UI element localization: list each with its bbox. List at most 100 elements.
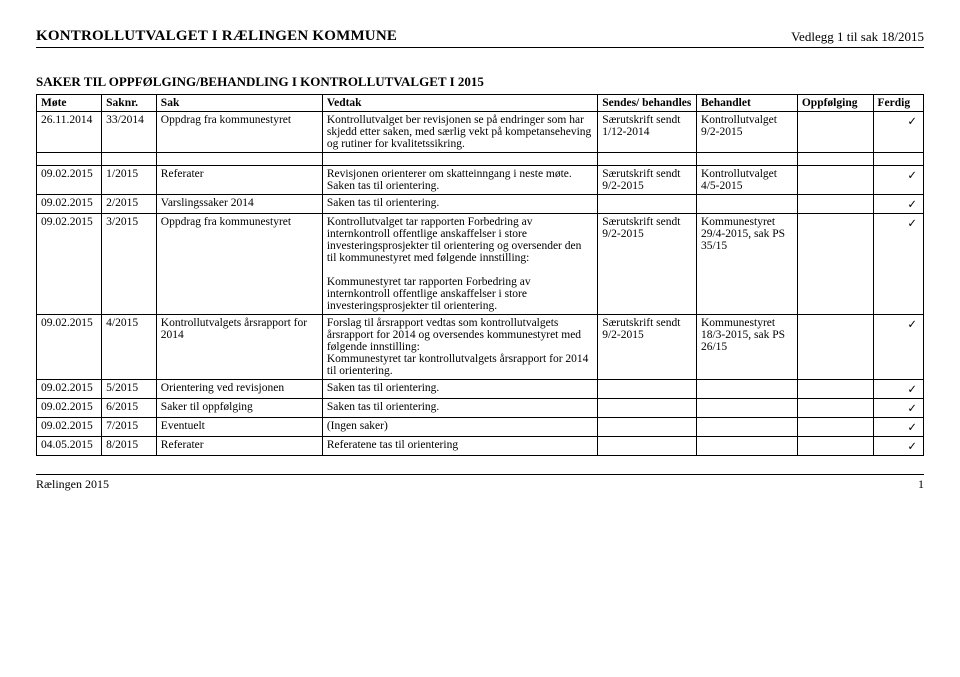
cell-ferdig: ✓: [873, 112, 923, 153]
cell-mote: 09.02.2015: [37, 399, 102, 418]
cell-vedtak: Referatene tas til orientering: [322, 437, 597, 456]
cell-saknr: 1/2015: [102, 166, 157, 195]
document-page: KONTROLLUTVALGET I RÆLINGEN KOMMUNE Vedl…: [0, 0, 960, 512]
cell-behandlet: [696, 399, 797, 418]
cell-behandlet: Kommunestyret 29/4-2015, sak PS 35/15: [696, 214, 797, 315]
col-ferdig: Ferdig: [873, 95, 923, 112]
col-oppfolging: Oppfølging: [797, 95, 873, 112]
cell-vedtak: (Ingen saker): [322, 418, 597, 437]
spacer-cell: [322, 153, 597, 166]
cell-saknr: 33/2014: [102, 112, 157, 153]
cell-mote: 09.02.2015: [37, 166, 102, 195]
table-row: 04.05.20158/2015ReferaterReferatene tas …: [37, 437, 924, 456]
table-row: [37, 153, 924, 166]
table-body: 26.11.201433/2014Oppdrag fra kommunestyr…: [37, 112, 924, 456]
col-vedtak: Vedtak: [322, 95, 597, 112]
cell-saknr: 8/2015: [102, 437, 157, 456]
cell-sak: Oppdrag fra kommunestyret: [156, 214, 322, 315]
cell-ferdig: ✓: [873, 418, 923, 437]
footer-left: Rælingen 2015: [36, 477, 109, 492]
cell-saknr: 7/2015: [102, 418, 157, 437]
cell-mote: 04.05.2015: [37, 437, 102, 456]
table-row: 09.02.20153/2015Oppdrag fra kommunestyre…: [37, 214, 924, 315]
spacer-cell: [156, 153, 322, 166]
col-sak: Sak: [156, 95, 322, 112]
spacer-cell: [797, 153, 873, 166]
footer-right: 1: [918, 477, 924, 492]
cell-oppfolging: [797, 112, 873, 153]
header-title: KONTROLLUTVALGET I RÆLINGEN KOMMUNE: [36, 28, 397, 45]
cell-vedtak: Revisjonen orienterer om skatteinngang i…: [322, 166, 597, 195]
cell-vedtak: Saken tas til orientering.: [322, 380, 597, 399]
cell-behandlet: [696, 437, 797, 456]
cell-ferdig: ✓: [873, 380, 923, 399]
cell-vedtak: Saken tas til orientering.: [322, 399, 597, 418]
cell-vedtak: Forslag til årsrapport vedtas som kontro…: [322, 315, 597, 380]
spacer-cell: [598, 153, 697, 166]
cell-oppfolging: [797, 195, 873, 214]
spacer-cell: [102, 153, 157, 166]
cell-oppfolging: [797, 315, 873, 380]
cell-sak: Varslingssaker 2014: [156, 195, 322, 214]
cell-saknr: 6/2015: [102, 399, 157, 418]
cell-oppfolging: [797, 399, 873, 418]
cell-sendes: [598, 399, 697, 418]
cell-sak: Saker til oppfølging: [156, 399, 322, 418]
cell-oppfolging: [797, 214, 873, 315]
cell-behandlet: Kommunestyret 18/3-2015, sak PS 26/15: [696, 315, 797, 380]
cell-vedtak: Kontrollutvalget tar rapporten Forbedrin…: [322, 214, 597, 315]
table-row: 26.11.201433/2014Oppdrag fra kommunestyr…: [37, 112, 924, 153]
cell-mote: 09.02.2015: [37, 195, 102, 214]
spacer-cell: [696, 153, 797, 166]
cell-ferdig: ✓: [873, 214, 923, 315]
cell-vedtak: Kontrollutvalget ber revisjonen se på en…: [322, 112, 597, 153]
cell-sendes: Særutskrift sendt 9/2-2015: [598, 315, 697, 380]
table-row: 09.02.20154/2015Kontrollutvalgets årsrap…: [37, 315, 924, 380]
cell-mote: 09.02.2015: [37, 214, 102, 315]
cell-sak: Kontrollutvalgets årsrapport for 2014: [156, 315, 322, 380]
spacer-cell: [873, 153, 923, 166]
cell-sak: Eventuelt: [156, 418, 322, 437]
cell-saknr: 2/2015: [102, 195, 157, 214]
cell-mote: 09.02.2015: [37, 315, 102, 380]
table-header-row: Møte Saknr. Sak Vedtak Sendes/ behandles…: [37, 95, 924, 112]
page-footer: Rælingen 2015 1: [36, 474, 924, 492]
cell-mote: 09.02.2015: [37, 418, 102, 437]
cell-mote: 09.02.2015: [37, 380, 102, 399]
cell-sak: Referater: [156, 437, 322, 456]
table-row: 09.02.20152/2015Varslingssaker 2014Saken…: [37, 195, 924, 214]
cell-saknr: 5/2015: [102, 380, 157, 399]
cell-vedtak: Saken tas til orientering.: [322, 195, 597, 214]
cell-ferdig: ✓: [873, 399, 923, 418]
cell-sak: Referater: [156, 166, 322, 195]
cell-sendes: [598, 380, 697, 399]
cell-ferdig: ✓: [873, 315, 923, 380]
cell-saknr: 4/2015: [102, 315, 157, 380]
table-row: 09.02.20151/2015ReferaterRevisjonen orie…: [37, 166, 924, 195]
col-saknr: Saknr.: [102, 95, 157, 112]
cell-sak: Orientering ved revisjonen: [156, 380, 322, 399]
cases-table: Møte Saknr. Sak Vedtak Sendes/ behandles…: [36, 94, 924, 456]
cell-saknr: 3/2015: [102, 214, 157, 315]
table-row: 09.02.20156/2015Saker til oppfølgingSake…: [37, 399, 924, 418]
cell-oppfolging: [797, 166, 873, 195]
cell-sak: Oppdrag fra kommunestyret: [156, 112, 322, 153]
table-row: 09.02.20157/2015Eventuelt(Ingen saker) ✓: [37, 418, 924, 437]
cell-oppfolging: [797, 437, 873, 456]
cell-sendes: Særutskrift sendt 9/2-2015: [598, 166, 697, 195]
cell-behandlet: [696, 418, 797, 437]
cell-ferdig: ✓: [873, 166, 923, 195]
cell-sendes: Særutskrift sendt 9/2-2015: [598, 214, 697, 315]
cell-ferdig: ✓: [873, 437, 923, 456]
page-header: KONTROLLUTVALGET I RÆLINGEN KOMMUNE Vedl…: [36, 28, 924, 48]
col-sendes: Sendes/ behandles: [598, 95, 697, 112]
cell-mote: 26.11.2014: [37, 112, 102, 153]
cell-ferdig: ✓: [873, 195, 923, 214]
cell-behandlet: Kontrollutvalget 9/2-2015: [696, 112, 797, 153]
cell-oppfolging: [797, 380, 873, 399]
cell-oppfolging: [797, 418, 873, 437]
cell-sendes: [598, 437, 697, 456]
cell-behandlet: [696, 380, 797, 399]
section-title: SAKER TIL OPPFØLGING/BEHANDLING I KONTRO…: [36, 74, 924, 90]
col-behandlet: Behandlet: [696, 95, 797, 112]
